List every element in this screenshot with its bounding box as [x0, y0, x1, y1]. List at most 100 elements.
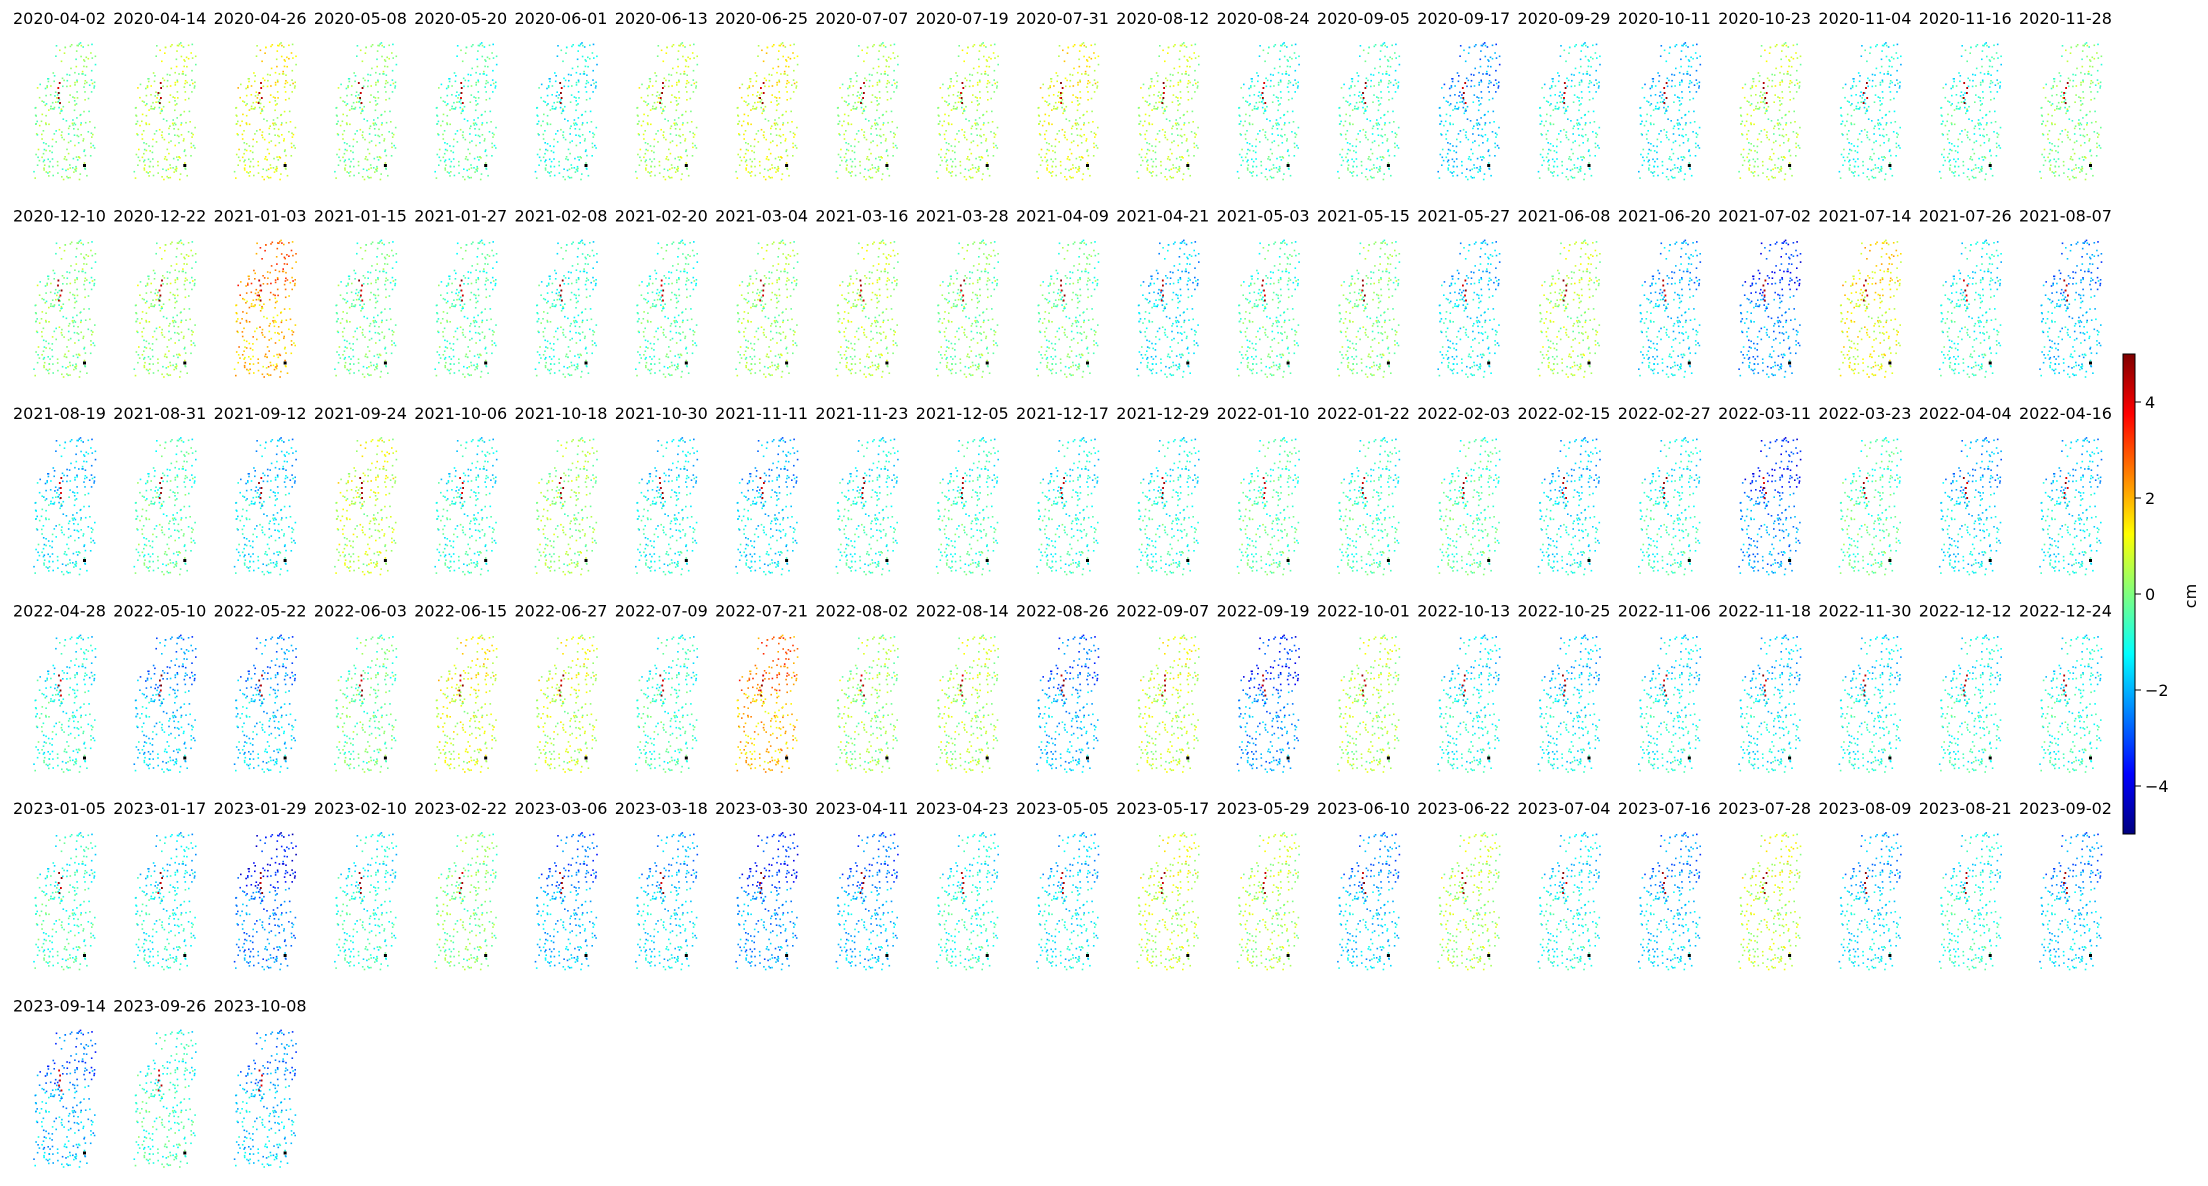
- data-point: [252, 139, 254, 141]
- data-point: [552, 108, 554, 110]
- data-point: [72, 123, 74, 125]
- data-point: [563, 78, 565, 80]
- data-point: [365, 158, 367, 160]
- data-point: [475, 100, 477, 102]
- data-point: [447, 124, 449, 126]
- data-point: [285, 83, 287, 85]
- data-point: [374, 158, 376, 160]
- data-point: [547, 124, 549, 126]
- data-point: [265, 156, 267, 158]
- data-point: [472, 44, 474, 46]
- data-point: [270, 85, 272, 87]
- data-point: [192, 83, 194, 85]
- data-point: [481, 42, 483, 44]
- data-point: [294, 85, 296, 87]
- data-point: [582, 124, 584, 126]
- panel-title: 2020-05-08: [314, 9, 407, 28]
- data-point: [62, 168, 64, 170]
- data-point: [263, 118, 265, 120]
- data-point: [83, 66, 85, 68]
- data-point: [469, 128, 471, 130]
- data-point: [587, 66, 589, 68]
- data-point: [290, 121, 292, 123]
- data-point: [74, 100, 76, 102]
- data-point: [85, 74, 87, 76]
- data-point: [471, 85, 473, 87]
- data-point: [136, 133, 138, 135]
- data-point: [260, 87, 262, 89]
- data-point: [447, 171, 449, 173]
- data-point: [243, 161, 245, 163]
- data-point: [143, 153, 145, 155]
- data-point: [288, 58, 290, 60]
- data-point: [491, 155, 493, 157]
- data-point: [236, 115, 238, 117]
- data-point: [239, 160, 241, 162]
- data-point: [348, 159, 350, 161]
- data-point: [73, 171, 75, 173]
- data-point: [262, 168, 264, 170]
- data-point: [383, 140, 385, 142]
- data-point: [495, 82, 497, 84]
- data-point: [569, 153, 571, 155]
- data-point: [90, 52, 92, 54]
- data-point: [277, 80, 279, 82]
- data-point: [260, 113, 262, 115]
- data-point: [366, 170, 368, 172]
- data-point: [185, 122, 187, 124]
- data-point: [274, 110, 276, 112]
- data-point: [55, 101, 57, 103]
- data-point: [54, 75, 56, 77]
- data-point: [153, 108, 155, 110]
- data-point: [355, 75, 357, 77]
- data-point: [249, 166, 251, 168]
- data-point: [58, 101, 60, 103]
- data-point: [457, 97, 459, 99]
- data-point: [481, 114, 483, 116]
- data-point: [76, 45, 78, 47]
- data-point: [91, 70, 93, 72]
- data-point: [86, 82, 88, 84]
- data-point: [491, 52, 493, 54]
- data-point: [580, 179, 582, 181]
- data-point: [558, 94, 560, 96]
- data-point: [477, 66, 479, 68]
- data-point: [164, 52, 166, 54]
- data-point: [451, 94, 453, 96]
- data-point: [353, 166, 355, 168]
- data-point: [545, 149, 547, 151]
- data-point: [76, 91, 78, 93]
- data-point: [563, 137, 565, 139]
- data-point: [587, 57, 589, 59]
- data-point: [477, 50, 479, 52]
- data-point: [136, 115, 138, 117]
- data-point: [268, 142, 270, 144]
- data-point: [59, 99, 61, 101]
- data-point: [346, 95, 348, 97]
- data-point: [492, 91, 494, 93]
- data-point: [175, 169, 177, 171]
- data-point: [434, 171, 436, 173]
- data-point: [458, 165, 460, 167]
- data-point: [496, 56, 498, 58]
- data-point: [545, 169, 547, 171]
- data-point: [480, 179, 482, 181]
- data-point: [454, 72, 456, 74]
- data-point: [162, 137, 164, 139]
- data-point: [476, 124, 478, 126]
- data-point: [455, 81, 457, 83]
- data-point: [173, 124, 175, 126]
- data-point: [257, 97, 259, 99]
- data-point: [45, 95, 47, 97]
- data-point: [137, 87, 139, 89]
- data-point: [90, 155, 92, 157]
- data-point: [462, 110, 464, 112]
- data-point: [267, 80, 269, 82]
- data-point: [471, 68, 473, 70]
- data-point: [577, 156, 579, 158]
- data-point: [460, 129, 462, 131]
- data-point: [554, 166, 556, 168]
- data-point: [295, 56, 297, 58]
- data-point: [244, 142, 246, 144]
